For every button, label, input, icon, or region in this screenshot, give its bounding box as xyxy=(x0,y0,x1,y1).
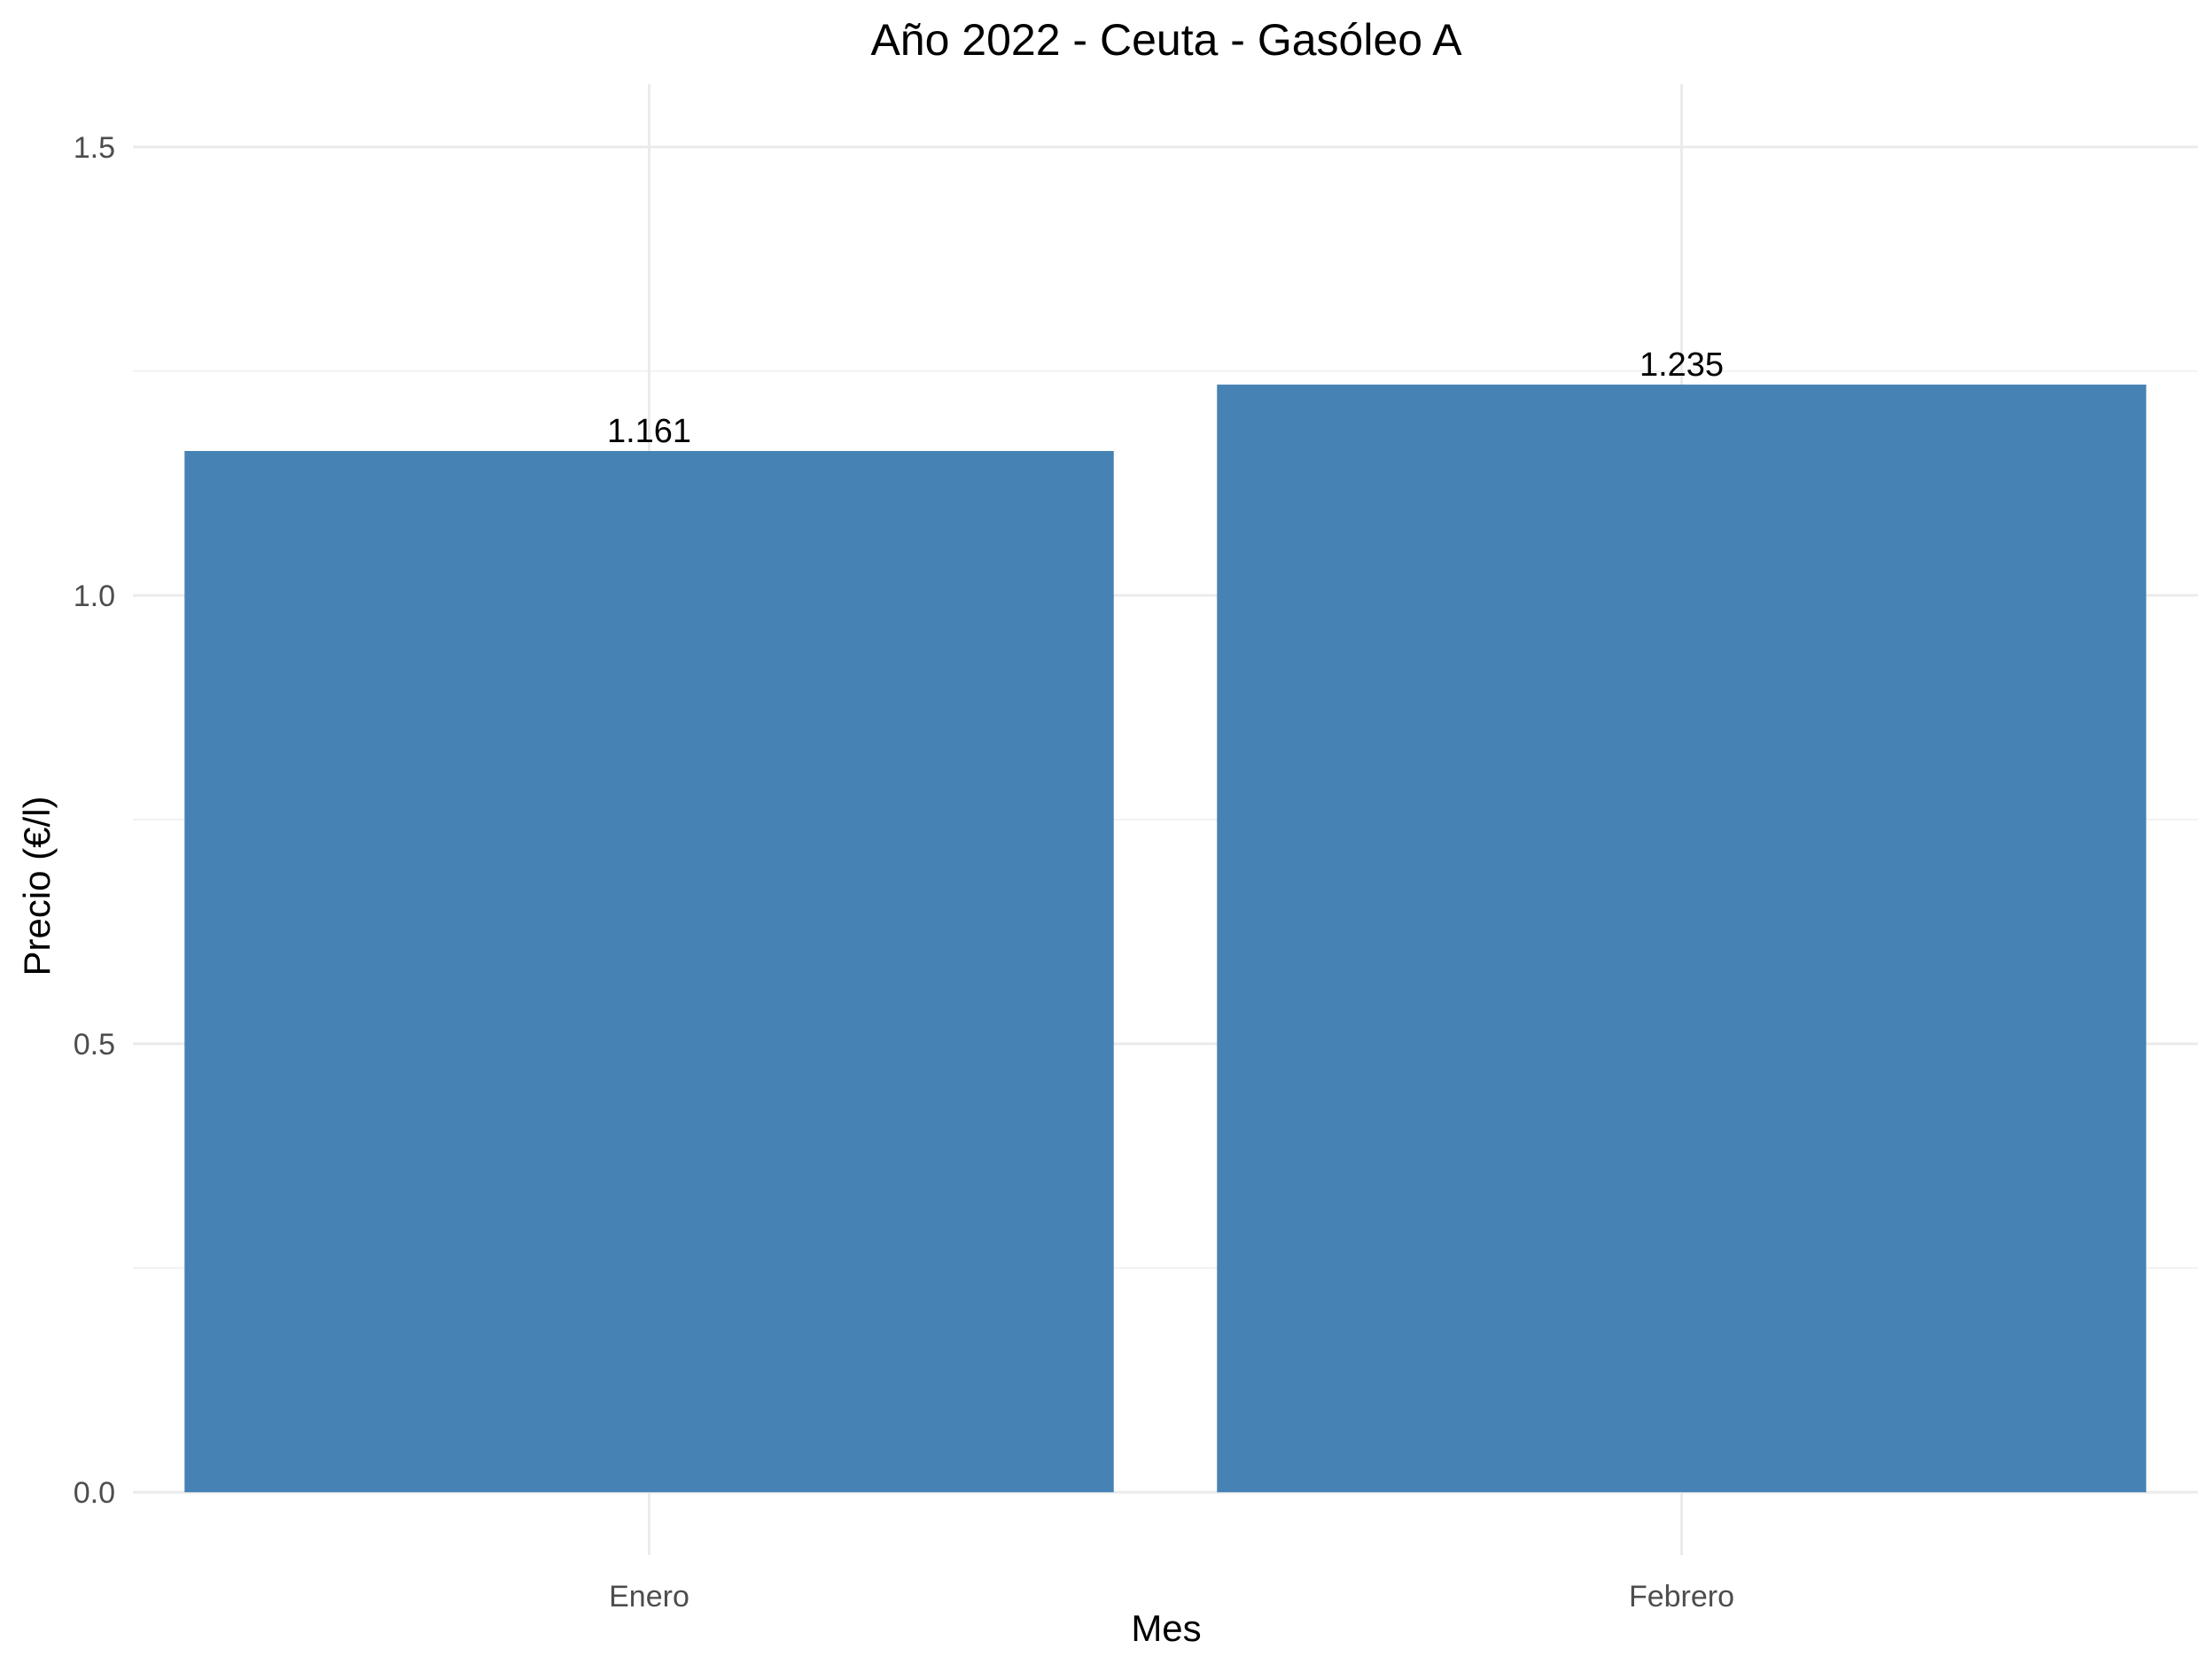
y-tick-label: 0.5 xyxy=(74,1028,115,1062)
x-tick-label: Enero xyxy=(609,1580,689,1614)
y-tick-label: 0.0 xyxy=(74,1476,115,1510)
data-labels: 1.161 1.235 xyxy=(607,346,1724,450)
x-axis-title: Mes xyxy=(1131,1607,1201,1649)
data-label: 1.235 xyxy=(1640,346,1724,384)
bar-febrero xyxy=(1217,385,2146,1493)
x-axis-ticks: Enero Febrero xyxy=(609,1580,1734,1614)
data-label: 1.161 xyxy=(607,413,691,450)
y-tick-label: 1.0 xyxy=(74,579,115,613)
chart-title: Año 2022 - Ceuta - Gasóleo A xyxy=(870,15,1462,65)
bar-enero xyxy=(184,450,1114,1493)
y-axis-ticks: 0.0 0.5 1.0 1.5 xyxy=(74,131,115,1510)
y-axis-title: Precio (€/l) xyxy=(16,796,58,976)
x-tick-label: Febrero xyxy=(1629,1580,1734,1614)
bars xyxy=(184,385,2146,1493)
y-tick-label: 1.5 xyxy=(74,131,115,165)
